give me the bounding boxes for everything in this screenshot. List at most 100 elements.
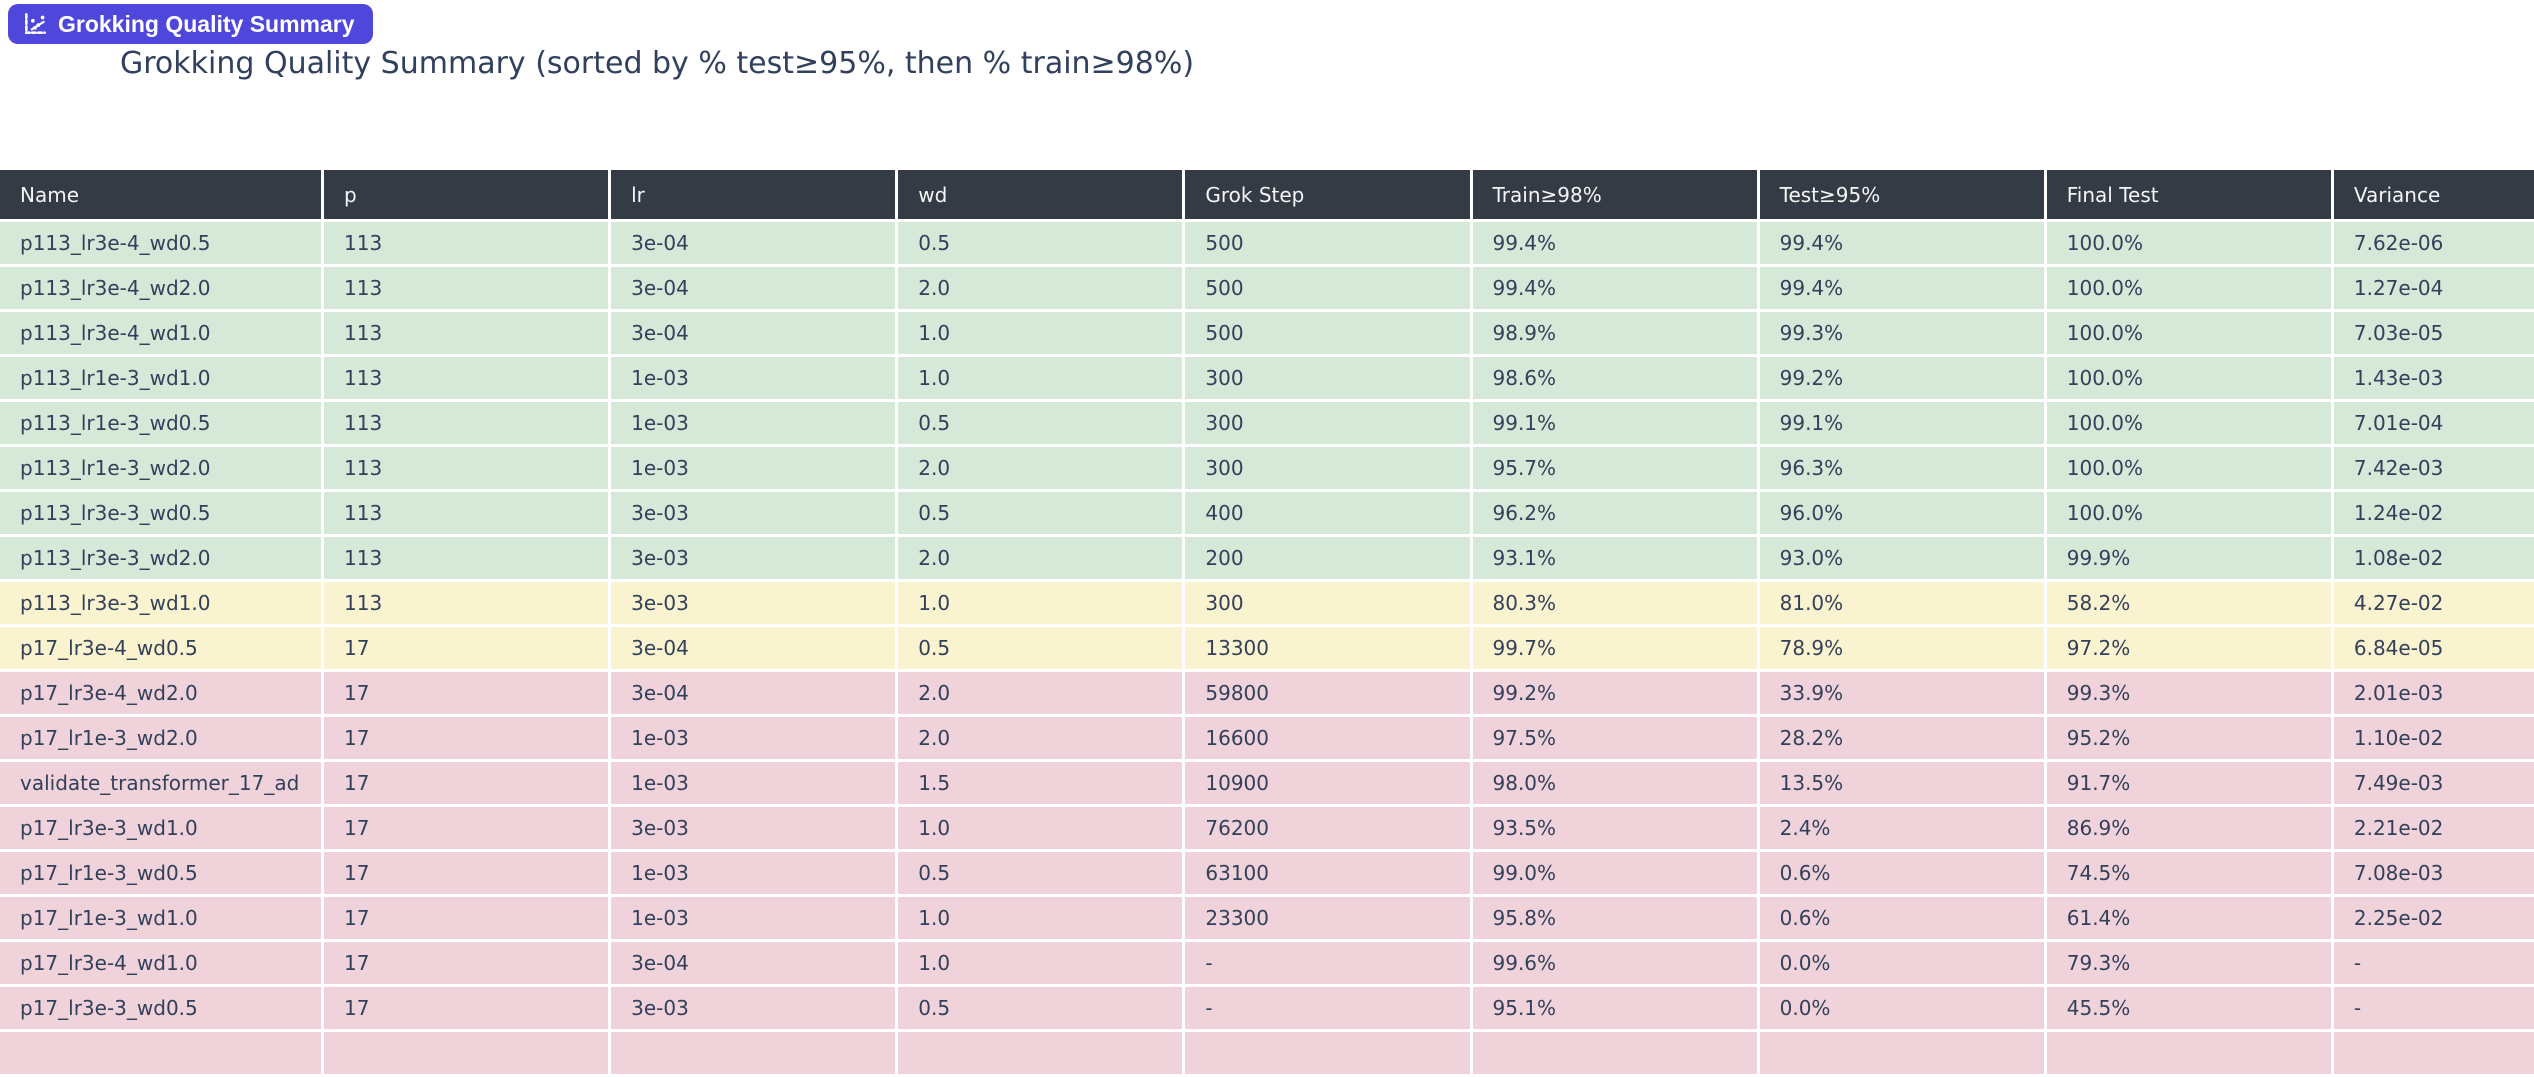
cell-name: p113_lr1e-3_wd1.0 (0, 355, 324, 402)
cell-lr: 1e-03 (609, 715, 899, 762)
cell-train-98: 95.8% (1471, 895, 1760, 942)
cell-variance: 1.24e-02 (2332, 490, 2534, 537)
cell-final-test: 100.0% (2045, 310, 2334, 357)
table-row: p17_lr1e-3_wd2.0 17 1e-03 2.0 16600 97.5% 28.2… (0, 715, 2534, 762)
cell-train-98: 99.6% (1471, 940, 1760, 987)
cell-p: 17 (322, 940, 612, 987)
cell-variance: 7.01e-04 (2332, 400, 2534, 447)
cell-grok-step: 16600 (1183, 715, 1473, 762)
cell-test-95 (1758, 1030, 2047, 1077)
table-row: p113_lr1e-3_wd1.0 113 1e-03 1.0 300 98.6% 99.2… (0, 355, 2534, 402)
cell-lr: 1e-03 (609, 400, 899, 447)
cell-p: 17 (322, 985, 612, 1032)
cell-grok-step: 200 (1183, 535, 1473, 582)
cell-test-95: 99.4% (1758, 265, 2047, 312)
cell-p: 113 (322, 400, 612, 447)
cell-name: p113_lr3e-3_wd0.5 (0, 490, 324, 537)
table-row: p113_lr1e-3_wd2.0 113 1e-03 2.0 300 95.7% 96.3… (0, 445, 2534, 492)
table-row: p17_lr3e-4_wd0.5 17 3e-04 0.5 13300 99.7% 78.9… (0, 625, 2534, 672)
cell-lr: 3e-04 (609, 670, 899, 717)
cell-grok-step (1183, 1030, 1473, 1077)
cell-grok-step: 23300 (1183, 895, 1473, 942)
cell-test-95: 96.0% (1758, 490, 2047, 537)
cell-p: 17 (322, 670, 612, 717)
cell-train-98: 98.0% (1471, 760, 1760, 807)
cell-grok-step: - (1183, 985, 1473, 1032)
cell-name: p17_lr1e-3_wd0.5 (0, 850, 324, 897)
cell-variance: 1.08e-02 (2332, 535, 2534, 582)
table-row: p113_lr3e-3_wd1.0 113 3e-03 1.0 300 80.3% 81.0… (0, 580, 2534, 627)
cell-lr: 1e-03 (609, 895, 899, 942)
cell-p: 17 (322, 850, 612, 897)
cell-final-test: 100.0% (2045, 490, 2334, 537)
cell-train-98: 80.3% (1471, 580, 1760, 627)
summary-table-container: Name p lr wd Grok Step Train≥98% Test≥95% Final… (0, 170, 2534, 1077)
cell-p: 113 (322, 445, 612, 492)
table-row: p17_lr3e-3_wd1.0 17 3e-03 1.0 76200 93.5% 2.4%… (0, 805, 2534, 852)
cell-name (0, 1030, 324, 1077)
cell-wd: 0.5 (896, 400, 1186, 447)
cell-name: p113_lr3e-3_wd1.0 (0, 580, 324, 627)
cell-test-95: 0.6% (1758, 850, 2047, 897)
cell-final-test: 86.9% (2045, 805, 2334, 852)
cell-p: 113 (322, 490, 612, 537)
cell-name: p113_lr3e-3_wd2.0 (0, 535, 324, 582)
cell-grok-step: 10900 (1183, 760, 1473, 807)
cell-grok-step: 500 (1183, 265, 1473, 312)
cell-test-95: 99.4% (1758, 220, 2047, 267)
cell-name: p17_lr3e-4_wd0.5 (0, 625, 324, 672)
cell-p: 113 (322, 355, 612, 402)
cell-train-98: 95.1% (1471, 985, 1760, 1032)
cell-wd: 2.0 (896, 535, 1186, 582)
cell-grok-step: - (1183, 940, 1473, 987)
table-row: validate_transformer_17_ad 17 1e-03 1.5 1090… (0, 760, 2534, 807)
badge-label: Grokking Quality Summary (58, 10, 355, 37)
table-row: p113_lr3e-3_wd0.5 113 3e-03 0.5 400 96.2% 96.0… (0, 490, 2534, 537)
table-row: p113_lr3e-3_wd2.0 113 3e-03 2.0 200 93.1% 93.0… (0, 535, 2534, 582)
cell-variance: 7.42e-03 (2332, 445, 2534, 492)
cell-lr: 3e-04 (609, 625, 899, 672)
table-row: p17_lr3e-3_wd0.5 17 3e-03 0.5-95.1% 0.0% 45.5… (0, 985, 2534, 1032)
cell-p (322, 1030, 612, 1077)
cell-wd: 1.5 (896, 760, 1186, 807)
grokking-quality-summary-badge[interactable]: Grokking Quality Summary (8, 4, 373, 44)
cell-wd: 1.0 (896, 580, 1186, 627)
cell-lr: 3e-03 (609, 805, 899, 852)
cell-final-test: 58.2% (2045, 580, 2334, 627)
cell-wd: 1.0 (896, 355, 1186, 402)
cell-p: 113 (322, 580, 612, 627)
cell-lr: 3e-04 (609, 265, 899, 312)
cell-lr: 1e-03 (609, 850, 899, 897)
cell-variance (2332, 1030, 2534, 1077)
cell-variance: - (2332, 985, 2534, 1032)
cell-lr: 1e-03 (609, 355, 899, 402)
column-header-wd: wd (896, 170, 1186, 222)
cell-name: p17_lr1e-3_wd2.0 (0, 715, 324, 762)
cell-test-95: 96.3% (1758, 445, 2047, 492)
column-header-final-test: Final Test (2045, 170, 2334, 222)
column-header-variance: Variance (2332, 170, 2534, 222)
cell-final-test: 100.0% (2045, 220, 2334, 267)
cell-variance: 2.01e-03 (2332, 670, 2534, 717)
cell-variance: 1.43e-03 (2332, 355, 2534, 402)
cell-wd: 0.5 (896, 220, 1186, 267)
cell-wd: 0.5 (896, 850, 1186, 897)
cell-final-test: 95.2% (2045, 715, 2334, 762)
cell-grok-step: 500 (1183, 220, 1473, 267)
cell-p: 113 (322, 265, 612, 312)
cell-name: p17_lr3e-4_wd1.0 (0, 940, 324, 987)
column-header-test-95: Test≥95% (1758, 170, 2047, 222)
cell-wd: 2.0 (896, 670, 1186, 717)
cell-wd: 1.0 (896, 895, 1186, 942)
column-header-name: Name (0, 170, 324, 222)
cell-grok-step: 300 (1183, 445, 1473, 492)
table-body: p113_lr3e-4_wd0.5 113 3e-04 0.5 500 99.4% 99.4… (0, 220, 2534, 1077)
cell-p: 17 (322, 805, 612, 852)
cell-test-95: 99.3% (1758, 310, 2047, 357)
cell-wd: 1.0 (896, 940, 1186, 987)
page-title: Grokking Quality Summary (sorted by % te… (120, 46, 1195, 81)
cell-grok-step: 300 (1183, 355, 1473, 402)
cell-variance: 2.21e-02 (2332, 805, 2534, 852)
cell-train-98: 99.2% (1471, 670, 1760, 717)
cell-final-test: 100.0% (2045, 265, 2334, 312)
